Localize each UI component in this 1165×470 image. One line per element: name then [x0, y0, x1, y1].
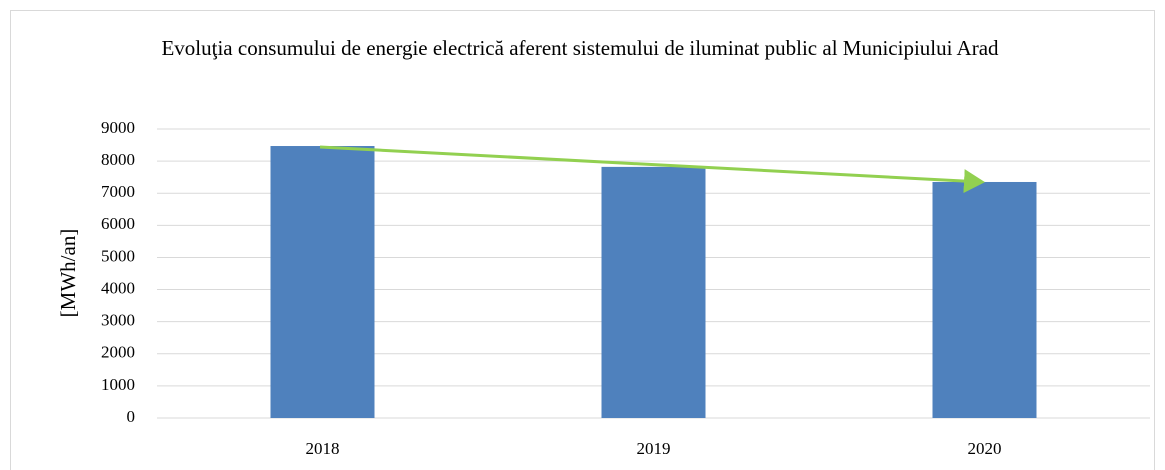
trend-arrow: [319, 145, 985, 194]
bar: [601, 166, 706, 418]
y-tick-label: 8000: [101, 150, 135, 169]
y-tick-label: 1000: [101, 375, 135, 394]
x-tick-label: 2020: [968, 439, 1002, 458]
y-axis-label: [MWh/an]: [56, 229, 80, 318]
y-tick-label: 5000: [101, 246, 135, 265]
x-tick-label: 2018: [306, 439, 340, 458]
bar: [932, 181, 1037, 418]
y-tick-label: 9000: [101, 118, 135, 137]
y-tick-label: 7000: [101, 182, 135, 201]
y-tick-label: 4000: [101, 278, 135, 297]
x-tick-label: 2019: [637, 439, 671, 458]
y-tick-label: 2000: [101, 343, 135, 362]
chart-title: Evoluţia consumului de energie electrică…: [161, 36, 999, 60]
bar: [270, 146, 375, 418]
y-tick-label: 6000: [101, 214, 135, 233]
plot-area: 0 1000 2000 3000 4000 5000 6000 7000 8000 9000 201…: [101, 118, 1150, 458]
y-tick-label: 0: [127, 407, 136, 426]
y-tick-label: 3000: [101, 311, 135, 330]
